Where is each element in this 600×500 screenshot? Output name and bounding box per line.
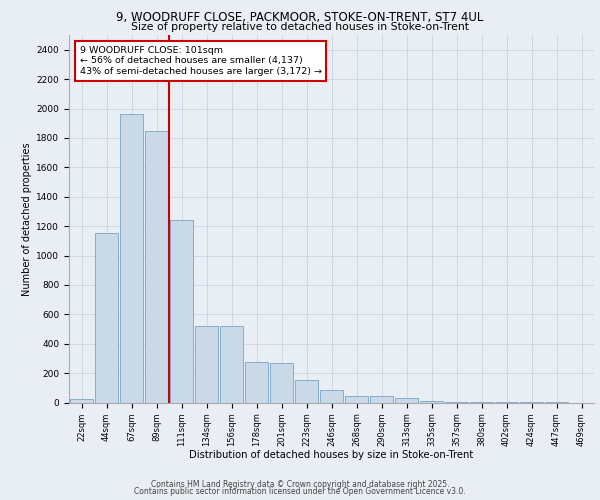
Text: 9 WOODRUFF CLOSE: 101sqm
← 56% of detached houses are smaller (4,137)
43% of sem: 9 WOODRUFF CLOSE: 101sqm ← 56% of detach… (79, 46, 322, 76)
Text: Size of property relative to detached houses in Stoke-on-Trent: Size of property relative to detached ho… (131, 22, 469, 32)
Text: Contains HM Land Registry data © Crown copyright and database right 2025.: Contains HM Land Registry data © Crown c… (151, 480, 449, 489)
Bar (345, 396, 368, 402)
Bar (295, 380, 318, 402)
Bar (270, 363, 293, 403)
Bar (70, 399, 93, 402)
Bar (220, 326, 243, 402)
Bar (145, 130, 168, 402)
Y-axis label: Number of detached properties: Number of detached properties (22, 142, 32, 296)
Bar (395, 398, 418, 402)
Bar (245, 362, 268, 403)
Bar (170, 220, 193, 402)
Bar (195, 326, 218, 402)
Bar (95, 232, 118, 402)
Bar (120, 114, 143, 403)
Bar (370, 396, 393, 402)
X-axis label: Distribution of detached houses by size in Stoke-on-Trent: Distribution of detached houses by size … (190, 450, 473, 460)
Text: 9, WOODRUFF CLOSE, PACKMOOR, STOKE-ON-TRENT, ST7 4UL: 9, WOODRUFF CLOSE, PACKMOOR, STOKE-ON-TR… (116, 11, 484, 24)
Text: Contains public sector information licensed under the Open Government Licence v3: Contains public sector information licen… (134, 487, 466, 496)
Bar (320, 390, 343, 402)
